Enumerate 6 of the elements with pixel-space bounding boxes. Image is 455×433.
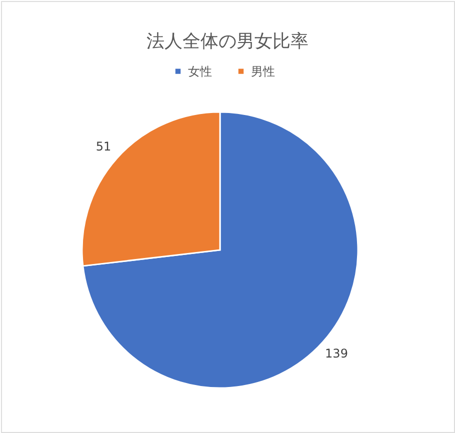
pie-slice	[82, 111, 359, 389]
chart-title: 法人全体の男女比率	[146, 31, 308, 52]
legend-label: 男性	[251, 64, 275, 78]
legend-label: 女性	[188, 64, 212, 78]
data-label: 51	[96, 139, 112, 154]
data-label: 139	[325, 346, 348, 361]
